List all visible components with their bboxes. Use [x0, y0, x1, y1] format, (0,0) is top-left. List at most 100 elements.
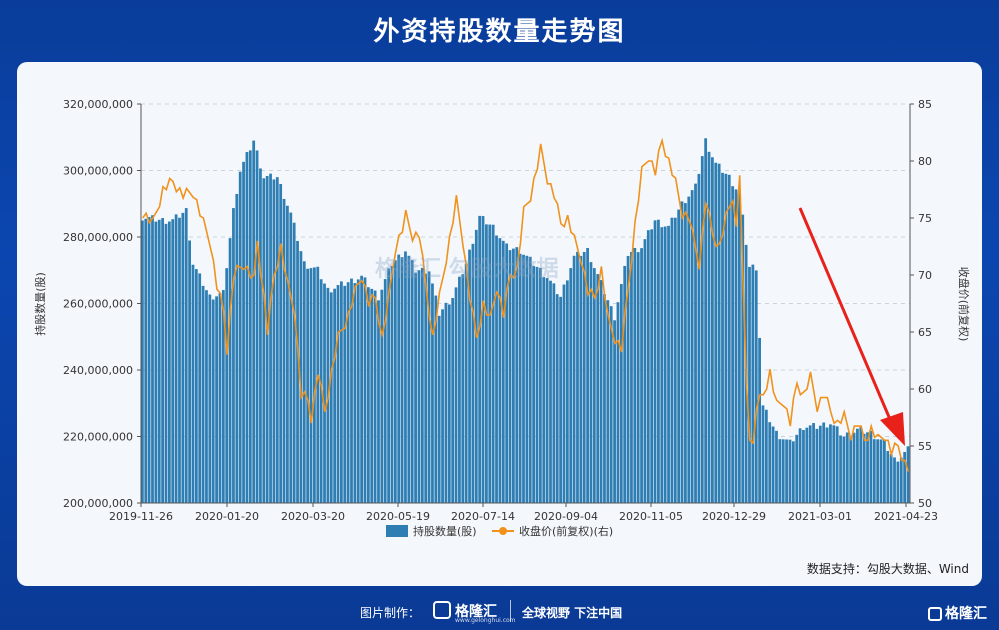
bar	[164, 223, 168, 503]
bar	[829, 424, 832, 503]
y-tick-label-left: 320,000,000	[63, 98, 133, 111]
bar	[815, 428, 819, 503]
bar	[377, 300, 380, 503]
legend-bar-label: 持股数量(股)	[413, 524, 477, 538]
legend-line-label: 收盘价(前复权)(右)	[519, 524, 613, 538]
bar	[410, 260, 414, 503]
bar	[461, 274, 465, 503]
bar	[218, 293, 222, 503]
bar	[643, 239, 647, 503]
bar	[704, 138, 708, 503]
bar	[333, 288, 337, 503]
bar	[872, 439, 876, 503]
bar	[191, 264, 195, 503]
bar	[360, 275, 364, 503]
bar	[839, 435, 842, 503]
bar	[147, 216, 151, 504]
bar	[225, 268, 229, 503]
bar	[366, 287, 370, 503]
bar	[532, 265, 536, 503]
bar	[579, 255, 583, 503]
bar	[437, 315, 441, 503]
bar	[221, 290, 225, 503]
bar	[582, 251, 586, 503]
logo-name: 格隆汇	[455, 604, 497, 620]
bar	[188, 240, 191, 503]
logo-url: www.gelonghui.com	[455, 617, 516, 624]
bar	[390, 265, 394, 503]
x-tick-label: 2020-07-14	[451, 510, 515, 523]
bar	[795, 434, 799, 503]
bar	[714, 162, 718, 503]
bar	[400, 257, 404, 503]
axes: 200,000,000 220,000,000 240,000,000 260,000…	[63, 98, 938, 523]
bar	[866, 432, 869, 503]
bar	[670, 217, 674, 503]
bar	[205, 290, 208, 503]
y-tick-label-right: 60	[918, 383, 932, 396]
bar	[785, 439, 788, 503]
bar	[886, 451, 890, 503]
bar	[380, 289, 384, 503]
bar	[178, 217, 181, 503]
bar-series	[141, 138, 910, 504]
y-tick-label-left: 280,000,000	[63, 231, 133, 244]
bar	[501, 240, 505, 504]
bar	[538, 267, 542, 503]
legend-line-marker	[499, 527, 507, 535]
bar	[653, 220, 657, 503]
bar	[852, 432, 856, 503]
x-tick-label: 2020-12-29	[702, 510, 766, 523]
bar	[687, 196, 691, 503]
bar	[856, 428, 859, 503]
bar	[171, 219, 175, 503]
bar	[174, 214, 178, 503]
bar	[242, 161, 245, 504]
y-tick-label-left: 200,000,000	[63, 497, 133, 510]
bar	[552, 283, 556, 503]
bar	[265, 175, 269, 503]
bar	[198, 273, 202, 503]
bar	[495, 235, 498, 503]
bar	[859, 427, 863, 503]
arrow-head	[880, 412, 905, 446]
line-series	[142, 137, 910, 472]
bar	[313, 267, 316, 503]
bar	[474, 229, 478, 503]
corner-logo-text: 格隆汇	[945, 606, 987, 622]
bar	[609, 306, 613, 503]
bar	[272, 179, 276, 504]
bar	[309, 268, 313, 503]
x-tick-label: 2021-03-01	[788, 510, 852, 523]
bar	[660, 227, 664, 503]
bar	[235, 193, 239, 503]
bar	[896, 461, 900, 503]
x-tick-label: 2020-11-05	[619, 510, 683, 523]
bar	[323, 283, 326, 503]
bar	[535, 266, 539, 503]
y-tick-label-right: 55	[918, 440, 932, 453]
bar	[677, 209, 681, 503]
bar	[879, 439, 883, 503]
bar	[154, 221, 158, 503]
bar	[700, 156, 704, 503]
corner-logo: 格隆汇	[928, 603, 987, 623]
bar	[781, 439, 785, 503]
bar	[630, 251, 633, 503]
bar	[370, 288, 374, 503]
bar	[731, 186, 735, 503]
y-tick-label-left: 300,000,000	[63, 165, 133, 178]
bar	[515, 247, 519, 503]
bar	[447, 304, 451, 503]
bar	[849, 436, 853, 503]
bar	[657, 219, 660, 503]
footer-divider	[510, 600, 511, 622]
bar	[259, 168, 262, 503]
bar	[764, 409, 768, 503]
bar	[141, 220, 144, 503]
bar	[373, 290, 377, 503]
bar	[690, 190, 694, 503]
x-tick-label: 2020-01-20	[195, 510, 259, 523]
bar	[151, 215, 154, 503]
x-tick-label: 2020-09-04	[534, 510, 598, 523]
